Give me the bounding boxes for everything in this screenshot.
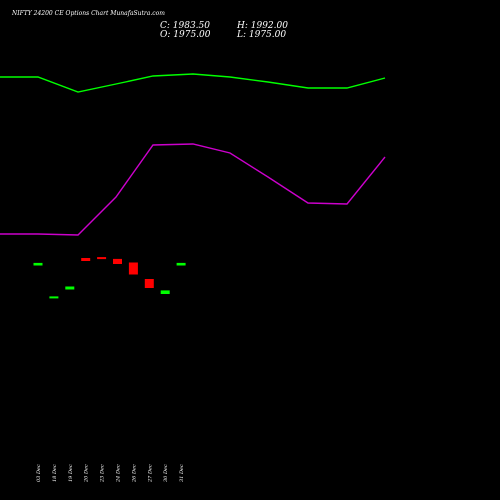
high-value: H: 1992.00 — [236, 21, 288, 31]
close-value: C: 1983.50 — [160, 21, 210, 31]
candle-9 — [160, 290, 170, 294]
candle-7 — [128, 262, 138, 275]
x-tick-label: 30 Dec — [163, 464, 169, 482]
candle-5 — [97, 257, 107, 260]
candle-8 — [144, 279, 154, 288]
x-tick-label: 26 Dec — [131, 464, 137, 483]
candle-4 — [81, 258, 91, 261]
candle-6 — [113, 258, 122, 264]
candles — [33, 257, 186, 299]
x-tick-label: 27 Dec — [147, 464, 153, 483]
x-tick-label: 20 Dec — [84, 464, 90, 483]
candle-2 — [49, 296, 59, 299]
x-tick-label: 19 Dec — [68, 464, 74, 482]
candle-1 — [33, 262, 43, 266]
indicator-line-1 — [0, 73, 386, 93]
x-tick-label: 03 Dec — [36, 464, 42, 482]
chart-title: NIFTY 24200 CE Options Chart MunafaSutra… — [11, 10, 165, 17]
indicator-line-2 — [0, 143, 386, 236]
x-tick-label: 18 Dec — [52, 464, 58, 482]
candle-3 — [65, 286, 75, 290]
indicator-lines — [0, 73, 386, 236]
x-tick-label: 24 Dec — [116, 464, 122, 483]
candle-10 — [176, 262, 186, 266]
open-value: O: 1975.00 — [160, 30, 211, 40]
x-axis-ticks: 03 Dec 18 Dec 19 Dec 20 Dec 23 Dec 24 Dec 26 D… — [36, 464, 185, 483]
x-tick-label: 31 Dec — [179, 464, 185, 482]
low-value: L: 1975.00 — [236, 30, 286, 40]
x-tick-label: 23 Dec — [100, 464, 106, 483]
